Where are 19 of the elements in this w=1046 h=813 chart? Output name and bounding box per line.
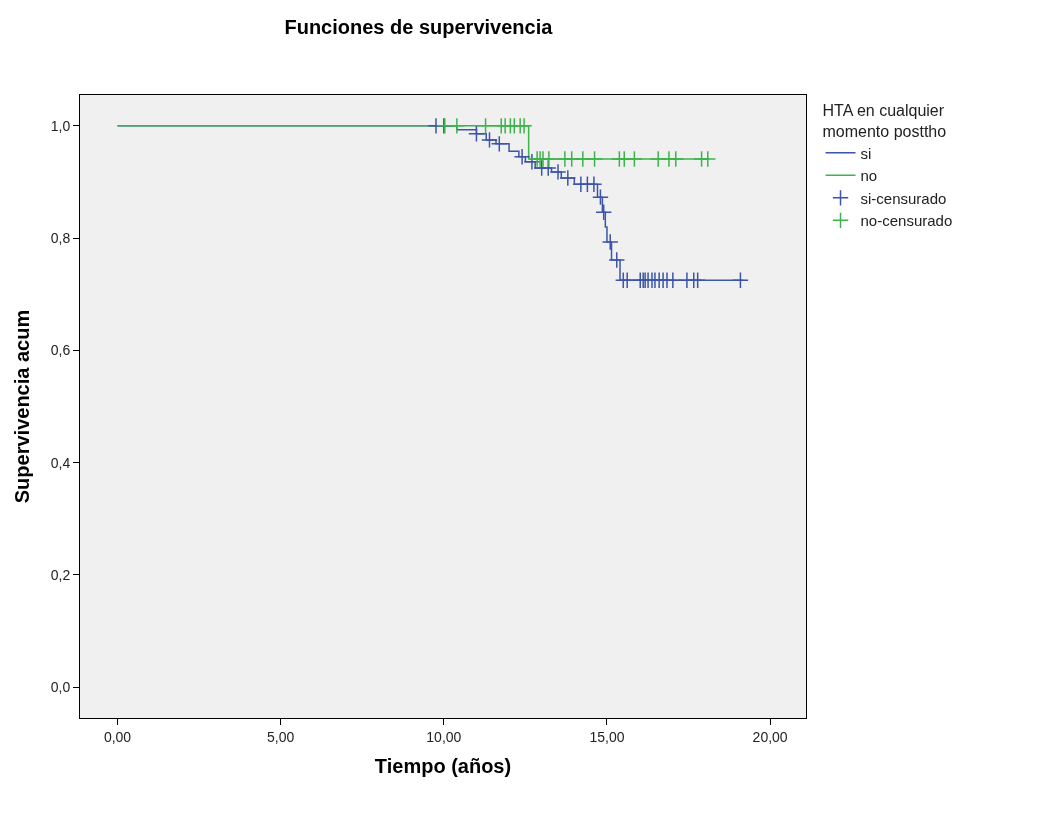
x-tick-label: 10,00: [426, 728, 462, 745]
x-tick-label: 15,00: [589, 728, 625, 745]
legend-label: si: [860, 144, 872, 162]
legend-label: no-censurado: [860, 212, 953, 230]
y-tick-label: 0,6: [50, 342, 71, 359]
chart-title: Funciones de supervivencia: [284, 16, 554, 39]
legend-label: no: [860, 167, 878, 185]
y-tick-label: 0,0: [50, 679, 71, 696]
legend-label: si-censurado: [860, 189, 947, 207]
y-axis-title: Supervivencia acum: [11, 309, 34, 504]
y-tick-label: 0,8: [50, 230, 71, 247]
y-tick-label: 1,0: [50, 117, 71, 134]
x-axis-title: Tiempo (años): [374, 755, 512, 778]
x-tick-label: 5,00: [267, 728, 295, 745]
y-tick-label: 0,4: [50, 454, 71, 471]
x-tick-label: 20,00: [752, 728, 788, 745]
legend-title: HTA en cualquier momento posttho: [822, 101, 947, 140]
y-tick-label: 0,2: [50, 566, 71, 583]
x-tick-label: 0,00: [103, 728, 132, 745]
